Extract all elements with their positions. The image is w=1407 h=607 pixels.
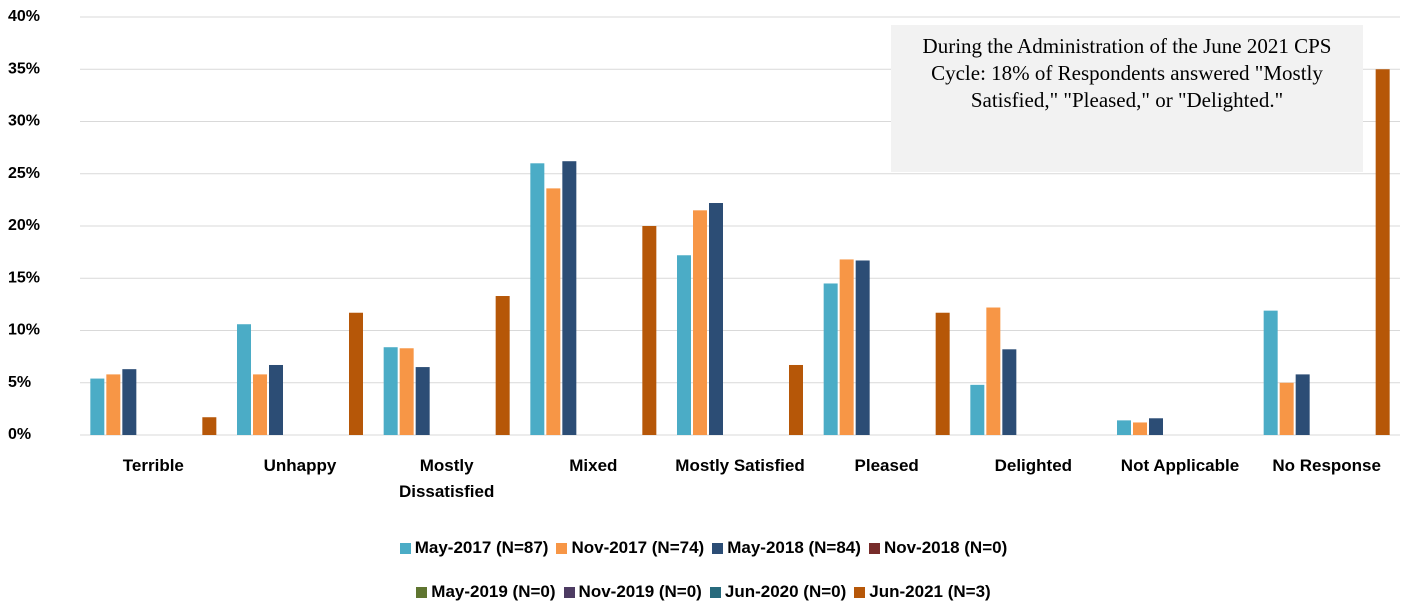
legend-swatch [563, 586, 575, 598]
bar [122, 369, 137, 435]
bar [399, 348, 414, 435]
legend-item: Nov-2017 (N=74) [556, 538, 704, 558]
legend-label: May-2018 (N=84) [727, 538, 861, 557]
x-tick-label: Pleased [854, 456, 919, 475]
legend-swatch [854, 586, 866, 598]
legend-label: Nov-2017 (N=74) [571, 538, 705, 557]
bar [855, 260, 870, 435]
bar [1117, 420, 1131, 435]
y-tick-label: 25% [8, 165, 40, 182]
legend-label: Jun-2020 (N=0) [724, 582, 847, 601]
bar [970, 384, 985, 435]
x-tick-label: Not Applicable [1120, 456, 1240, 475]
legend-swatch [712, 542, 724, 554]
bar [693, 210, 707, 435]
legend-label: Nov-2019 (N=0) [578, 582, 702, 601]
bar [839, 259, 854, 435]
bar [253, 374, 267, 435]
x-tick-label: Mostly Dissatisfied [398, 456, 495, 501]
x-tick-label: Mostly Satisfied [675, 456, 805, 475]
legend-item: May-2017 (N=87) [399, 538, 549, 558]
legend-label: Jun-2021 (N=3) [869, 582, 991, 601]
y-tick-label: 0% [8, 426, 31, 443]
legend-row: May-2017 (N=87) Nov-2017 (N=74) May-2018 (… [0, 538, 1407, 558]
x-tick-label: Terrible [122, 456, 184, 475]
y-tick-label: 35% [8, 60, 40, 77]
legend-label: Nov-2018 (N=0) [883, 538, 1008, 557]
bar [237, 324, 251, 435]
x-tick-label: Delighted [994, 456, 1073, 475]
bar [530, 163, 545, 436]
y-tick-label: 30% [8, 113, 40, 130]
bar [1002, 349, 1017, 435]
bar [106, 374, 121, 435]
bar [1295, 374, 1310, 435]
legend-swatch [416, 586, 428, 598]
bar [677, 255, 691, 435]
bar [1133, 422, 1147, 435]
legend-swatch [399, 542, 411, 554]
bar [1375, 69, 1390, 435]
bar [415, 367, 430, 435]
legend-row: May-2019 (N=0) Nov-2019 (N=0) Jun-2020 (N=… [0, 582, 1407, 602]
y-tick-label: 40% [8, 8, 40, 25]
bar [642, 226, 657, 435]
bar [546, 188, 561, 435]
x-tick-label: No Response [1272, 456, 1381, 475]
bar [986, 307, 1001, 435]
legend-swatch [556, 542, 568, 554]
bar [1149, 418, 1163, 435]
legend-item: Nov-2019 (N=0) [563, 582, 702, 602]
annotation: During the Administration of the June 20… [891, 25, 1363, 172]
legend-item: Jun-2020 (N=0) [709, 582, 847, 602]
y-tick-label: 15% [8, 269, 40, 286]
legend-swatch [868, 542, 880, 554]
legend-label: May-2019 (N=0) [431, 582, 556, 601]
bar [202, 417, 217, 435]
legend-item: Jun-2021 (N=3) [854, 582, 991, 602]
x-tick-label: Mixed [569, 456, 618, 475]
legend-label: May-2017 (N=87) [414, 538, 549, 557]
bar [269, 364, 283, 435]
bar [349, 312, 363, 435]
bar [709, 203, 723, 435]
legend-swatch [709, 586, 721, 598]
bar [383, 347, 398, 435]
y-tick-label: 20% [8, 217, 40, 234]
legend-item: Nov-2018 (N=0) [868, 538, 1008, 558]
legend-item: May-2018 (N=84) [712, 538, 861, 558]
bar [90, 378, 105, 435]
legend-item: May-2019 (N=0) [416, 582, 556, 602]
bar [562, 161, 577, 435]
y-tick-label: 5% [8, 374, 31, 391]
bar [823, 283, 838, 435]
bar [789, 364, 803, 435]
bar [1279, 382, 1294, 435]
x-tick-label: Unhappy [263, 456, 337, 475]
bar [935, 312, 950, 435]
y-tick-label: 10% [8, 322, 40, 339]
bar [495, 296, 510, 435]
bar [1263, 310, 1278, 435]
